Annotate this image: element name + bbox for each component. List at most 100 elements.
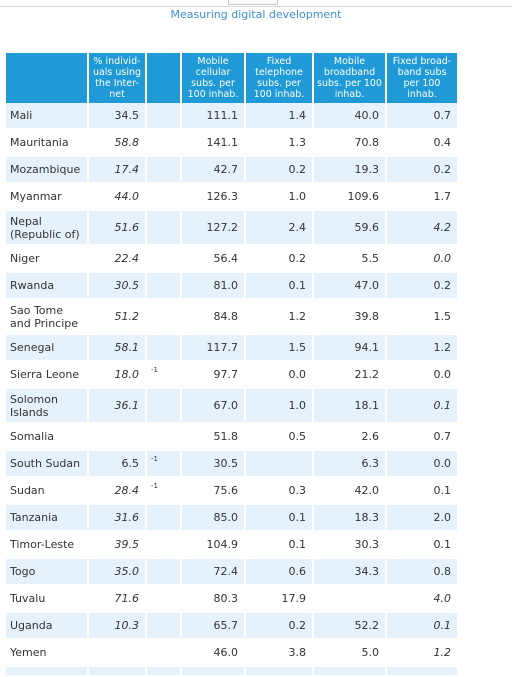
cell-note [147, 103, 180, 130]
cell-fixed-tel: 0.3 [246, 478, 312, 505]
cell-note [147, 300, 180, 335]
cell-mobile: 81.0 [182, 273, 244, 300]
cell-note: -1 [147, 362, 180, 389]
cell-country: Solomon Islands [6, 389, 87, 424]
cell-fixed-bb: 0.7 [387, 103, 457, 130]
cell-internet: 71.6 [89, 586, 145, 613]
cell-fixed-tel: 0.5 [246, 424, 312, 451]
cell-internet: 44.0 [89, 184, 145, 211]
empty-cell [314, 667, 385, 677]
table-row: South Sudan 6.5 -1 30.5 6.3 0.0 [6, 451, 457, 478]
cell-country: South Sudan [6, 451, 87, 478]
cell-country: Mozambique [6, 157, 87, 184]
cell-fixed-tel: 1.0 [246, 389, 312, 424]
cell-mobile: 97.7 [182, 362, 244, 389]
cell-fixed-bb: 0.2 [387, 273, 457, 300]
empty-cell [89, 667, 145, 677]
cell-country: Senegal [6, 335, 87, 362]
cell-mobile-bb: 42.0 [314, 478, 385, 505]
col-header-country [6, 53, 87, 103]
table-row: Mauritania 58.8 141.1 1.3 70.8 0.4 [6, 130, 457, 157]
table-row-partial [6, 667, 457, 677]
table-row: Uganda 10.3 65.7 0.2 52.2 0.1 [6, 613, 457, 640]
cell-internet: 58.8 [89, 130, 145, 157]
cell-fixed-tel [246, 451, 312, 478]
cell-country: Mauritania [6, 130, 87, 157]
cell-country: Nepal (Republic of) [6, 211, 87, 246]
cell-mobile-bb: 39.8 [314, 300, 385, 335]
cell-mobile-bb: 94.1 [314, 335, 385, 362]
cell-note [147, 335, 180, 362]
cell-fixed-tel: 0.2 [246, 246, 312, 273]
cell-mobile-bb: 109.6 [314, 184, 385, 211]
cell-mobile-bb: 34.3 [314, 559, 385, 586]
cell-fixed-bb: 0.2 [387, 157, 457, 184]
cell-fixed-tel: 2.4 [246, 211, 312, 246]
cell-mobile: 72.4 [182, 559, 244, 586]
cell-mobile: 85.0 [182, 505, 244, 532]
col-header-fixed-bb: Fixed broad-band subs per 100 inhab. [387, 53, 457, 103]
cell-mobile-bb: 52.2 [314, 613, 385, 640]
cell-fixed-bb: 0.1 [387, 613, 457, 640]
cell-mobile: 46.0 [182, 640, 244, 667]
cell-internet: 17.4 [89, 157, 145, 184]
cell-mobile-bb: 2.6 [314, 424, 385, 451]
cell-fixed-bb: 1.5 [387, 300, 457, 335]
browser-tab[interactable] [228, 0, 278, 5]
cell-mobile: 51.8 [182, 424, 244, 451]
cell-internet: 39.5 [89, 532, 145, 559]
col-header-note [147, 53, 180, 103]
table-row: Mozambique 17.4 42.7 0.2 19.3 0.2 [6, 157, 457, 184]
table-row: Myanmar 44.0 126.3 1.0 109.6 1.7 [6, 184, 457, 211]
cell-mobile: 65.7 [182, 613, 244, 640]
cell-mobile: 111.1 [182, 103, 244, 130]
table-row: Somalia 51.8 0.5 2.6 0.7 [6, 424, 457, 451]
table-row: Mali 34.5 111.1 1.4 40.0 0.7 [6, 103, 457, 130]
cell-note [147, 559, 180, 586]
cell-fixed-bb: 0.0 [387, 246, 457, 273]
cell-internet: 31.6 [89, 505, 145, 532]
cell-fixed-bb: 0.0 [387, 451, 457, 478]
browser-top-bar [0, 0, 512, 7]
table-row: Tanzania 31.6 85.0 0.1 18.3 2.0 [6, 505, 457, 532]
cell-fixed-bb: 0.4 [387, 130, 457, 157]
cell-mobile: 80.3 [182, 586, 244, 613]
cell-internet: 35.0 [89, 559, 145, 586]
cell-internet: 51.6 [89, 211, 145, 246]
cell-fixed-bb: 1.2 [387, 335, 457, 362]
cell-fixed-bb: 4.0 [387, 586, 457, 613]
cell-fixed-bb: 0.1 [387, 389, 457, 424]
table-row: Tuvalu 71.6 80.3 17.9 4.0 [6, 586, 457, 613]
cell-mobile-bb: 6.3 [314, 451, 385, 478]
cell-country: Tanzania [6, 505, 87, 532]
cell-country: Tuvalu [6, 586, 87, 613]
cell-mobile: 75.6 [182, 478, 244, 505]
cell-country: Togo [6, 559, 87, 586]
cell-country: Mali [6, 103, 87, 130]
col-header-mobile: Mobile cellular subs. per 100 inhab. [182, 53, 244, 103]
cell-internet: 18.0 [89, 362, 145, 389]
cell-mobile-bb [314, 586, 385, 613]
cell-mobile: 104.9 [182, 532, 244, 559]
cell-fixed-tel: 0.1 [246, 505, 312, 532]
cell-fixed-bb: 0.8 [387, 559, 457, 586]
cell-fixed-tel: 1.0 [246, 184, 312, 211]
cell-mobile-bb: 18.1 [314, 389, 385, 424]
col-header-internet: % individ-uals using the Inter-net [89, 53, 145, 103]
empty-cell [6, 667, 87, 677]
cell-note [147, 273, 180, 300]
cell-mobile: 84.8 [182, 300, 244, 335]
cell-fixed-tel: 0.2 [246, 157, 312, 184]
cell-mobile: 67.0 [182, 389, 244, 424]
table-row: Rwanda 30.5 81.0 0.1 47.0 0.2 [6, 273, 457, 300]
cell-fixed-tel: 1.5 [246, 335, 312, 362]
cell-fixed-tel: 1.2 [246, 300, 312, 335]
table-row: Sudan 28.4 -1 75.6 0.3 42.0 0.1 [6, 478, 457, 505]
cell-mobile-bb: 5.5 [314, 246, 385, 273]
cell-fixed-tel: 0.6 [246, 559, 312, 586]
cell-fixed-tel: 17.9 [246, 586, 312, 613]
cell-country: Yemen [6, 640, 87, 667]
cell-note [147, 613, 180, 640]
cell-note [147, 184, 180, 211]
cell-fixed-bb: 0.7 [387, 424, 457, 451]
